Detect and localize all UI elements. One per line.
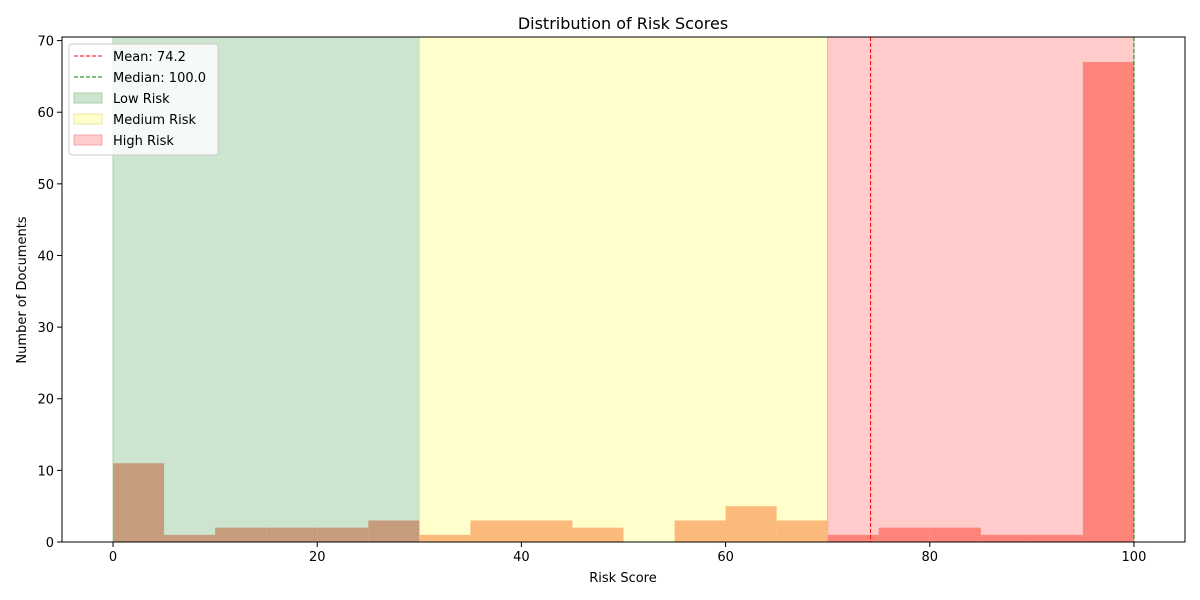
y-tick-label: 40	[37, 249, 54, 264]
legend-label: Low Risk	[113, 92, 170, 107]
histogram-bar	[1082, 62, 1134, 542]
x-tick-label: 40	[513, 550, 530, 565]
region-medium-risk	[418, 36, 829, 543]
legend-label: Median: 100.0	[113, 71, 206, 86]
x-tick-label: 0	[109, 550, 117, 565]
y-tick-label: 30	[37, 321, 54, 336]
chart-title: Distribution of Risk Scores	[518, 14, 728, 33]
x-axis-label: Risk Score	[589, 571, 657, 586]
legend-label: Medium Risk	[113, 113, 197, 128]
histogram-bar	[776, 520, 828, 542]
histogram-bar	[317, 527, 369, 542]
y-tick-label: 60	[37, 106, 54, 121]
histogram-bar	[266, 527, 318, 542]
histogram-bar	[1031, 534, 1083, 542]
y-tick-label: 50	[37, 178, 54, 193]
histogram-bar	[215, 527, 267, 542]
x-axis-ticks: 0 20 40 60 80 100	[109, 542, 1146, 565]
histogram-bar	[368, 520, 420, 542]
chart-legend: Mean: 74.2 Median: 100.0 Low Risk Medium Ri…	[68, 43, 219, 156]
histogram-bar	[929, 527, 981, 542]
x-tick-label: 100	[1122, 550, 1147, 565]
y-axis-label: Number of Documents	[15, 216, 30, 363]
histogram-bar	[878, 527, 930, 542]
y-tick-label: 10	[37, 464, 54, 479]
y-tick-label: 0	[46, 536, 54, 551]
histogram-bar	[980, 534, 1032, 542]
legend-patch-swatch	[73, 113, 103, 125]
x-tick-label: 60	[717, 550, 734, 565]
histogram-bar	[725, 506, 777, 542]
legend-label: High Risk	[113, 134, 174, 149]
histogram-bar	[419, 534, 471, 542]
histogram-bar	[164, 534, 216, 542]
x-tick-label: 20	[309, 550, 326, 565]
histogram-bar	[470, 520, 522, 542]
histogram-bar	[827, 534, 879, 542]
legend-patch-swatch	[73, 134, 103, 146]
legend-label: Mean: 74.2	[113, 50, 186, 65]
y-tick-label: 20	[37, 393, 54, 408]
reference-lines	[870, 37, 1135, 542]
histogram-bar	[674, 520, 726, 542]
legend-box	[68, 43, 219, 156]
y-tick-label: 70	[37, 35, 54, 50]
histogram-bars	[113, 62, 1134, 542]
y-axis-ticks: 0 10 20 30 40 50 60 70	[37, 35, 62, 551]
plot-frame	[61, 36, 1186, 543]
legend-patch-swatch	[73, 92, 103, 104]
x-tick-label: 80	[921, 550, 938, 565]
risk-regions	[112, 36, 1135, 543]
histogram-bar	[113, 463, 165, 542]
histogram-bar	[521, 520, 573, 542]
histogram-bar	[572, 527, 624, 542]
